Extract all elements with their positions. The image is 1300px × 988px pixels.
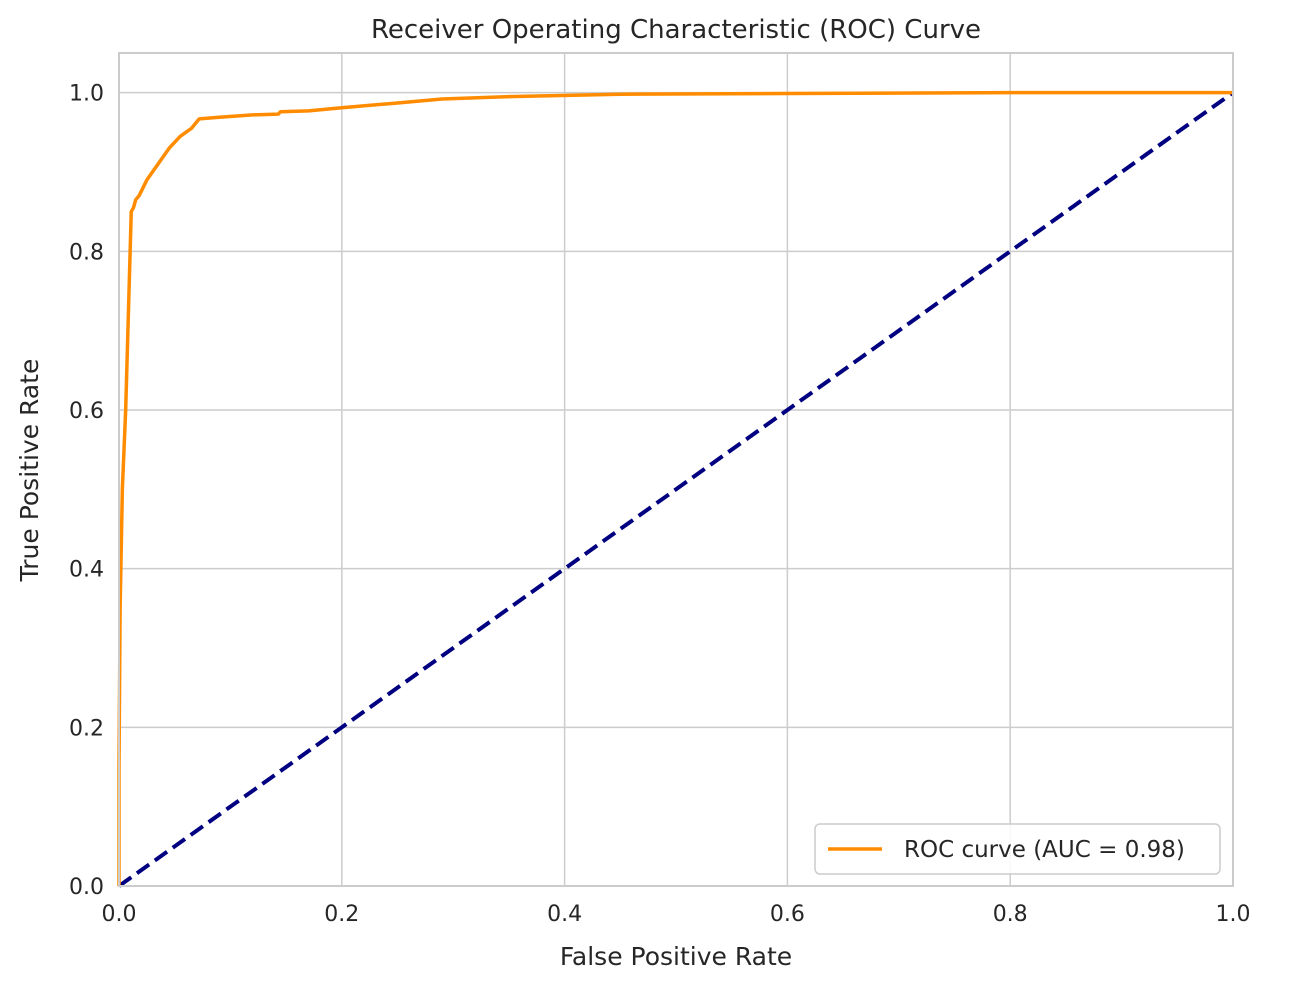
y-tick-label: 0.8 (69, 240, 104, 265)
x-tick-labels: 0.0 0.2 0.4 0.6 0.8 1.0 (102, 902, 1251, 927)
y-tick-labels: 0.0 0.2 0.4 0.6 0.8 1.0 (69, 82, 104, 900)
legend-box (814, 823, 1221, 875)
x-tick-label: 0.2 (324, 902, 359, 927)
legend: ROC curve (AUC = 0.98) (814, 823, 1221, 875)
x-tick-label: 1.0 (1216, 902, 1251, 927)
x-tick-label: 0.0 (102, 902, 137, 927)
x-tick-label: 0.4 (547, 902, 582, 927)
chance-diagonal-line (117, 91, 1235, 888)
y-tick-label: 0.6 (69, 399, 104, 424)
plot-frame (118, 52, 1234, 887)
y-tick-label: 0.0 (69, 875, 104, 900)
legend-label-roc: ROC curve (AUC = 0.98) (904, 837, 1185, 863)
x-tick-label: 0.8 (993, 902, 1028, 927)
y-axis-label: True Positive Rate (15, 359, 44, 583)
y-tick-label: 0.2 (69, 716, 104, 741)
chart-title: Receiver Operating Characteristic (ROC) … (371, 15, 981, 45)
plot-background (119, 53, 1233, 886)
x-tick-label: 0.6 (770, 902, 805, 927)
roc-curve-line (117, 90, 1233, 886)
y-tick-label: 0.4 (69, 558, 104, 583)
series-layer (117, 90, 1235, 888)
y-tick-label: 1.0 (69, 82, 104, 107)
x-axis-label: False Positive Rate (560, 942, 792, 971)
